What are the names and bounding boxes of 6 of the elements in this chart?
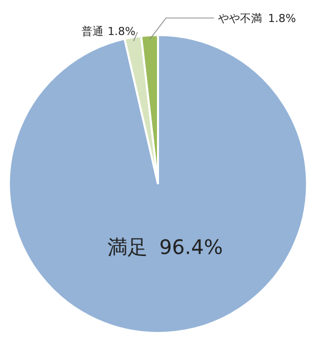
data-label: 1.8% [268, 12, 296, 25]
slice-label: 満足 [107, 235, 148, 260]
data-label: 1.8% [108, 25, 136, 38]
slice-label: 普通 [82, 25, 104, 38]
slice-label: やや不満 [218, 12, 262, 25]
data-label: 96.4% [159, 235, 223, 260]
